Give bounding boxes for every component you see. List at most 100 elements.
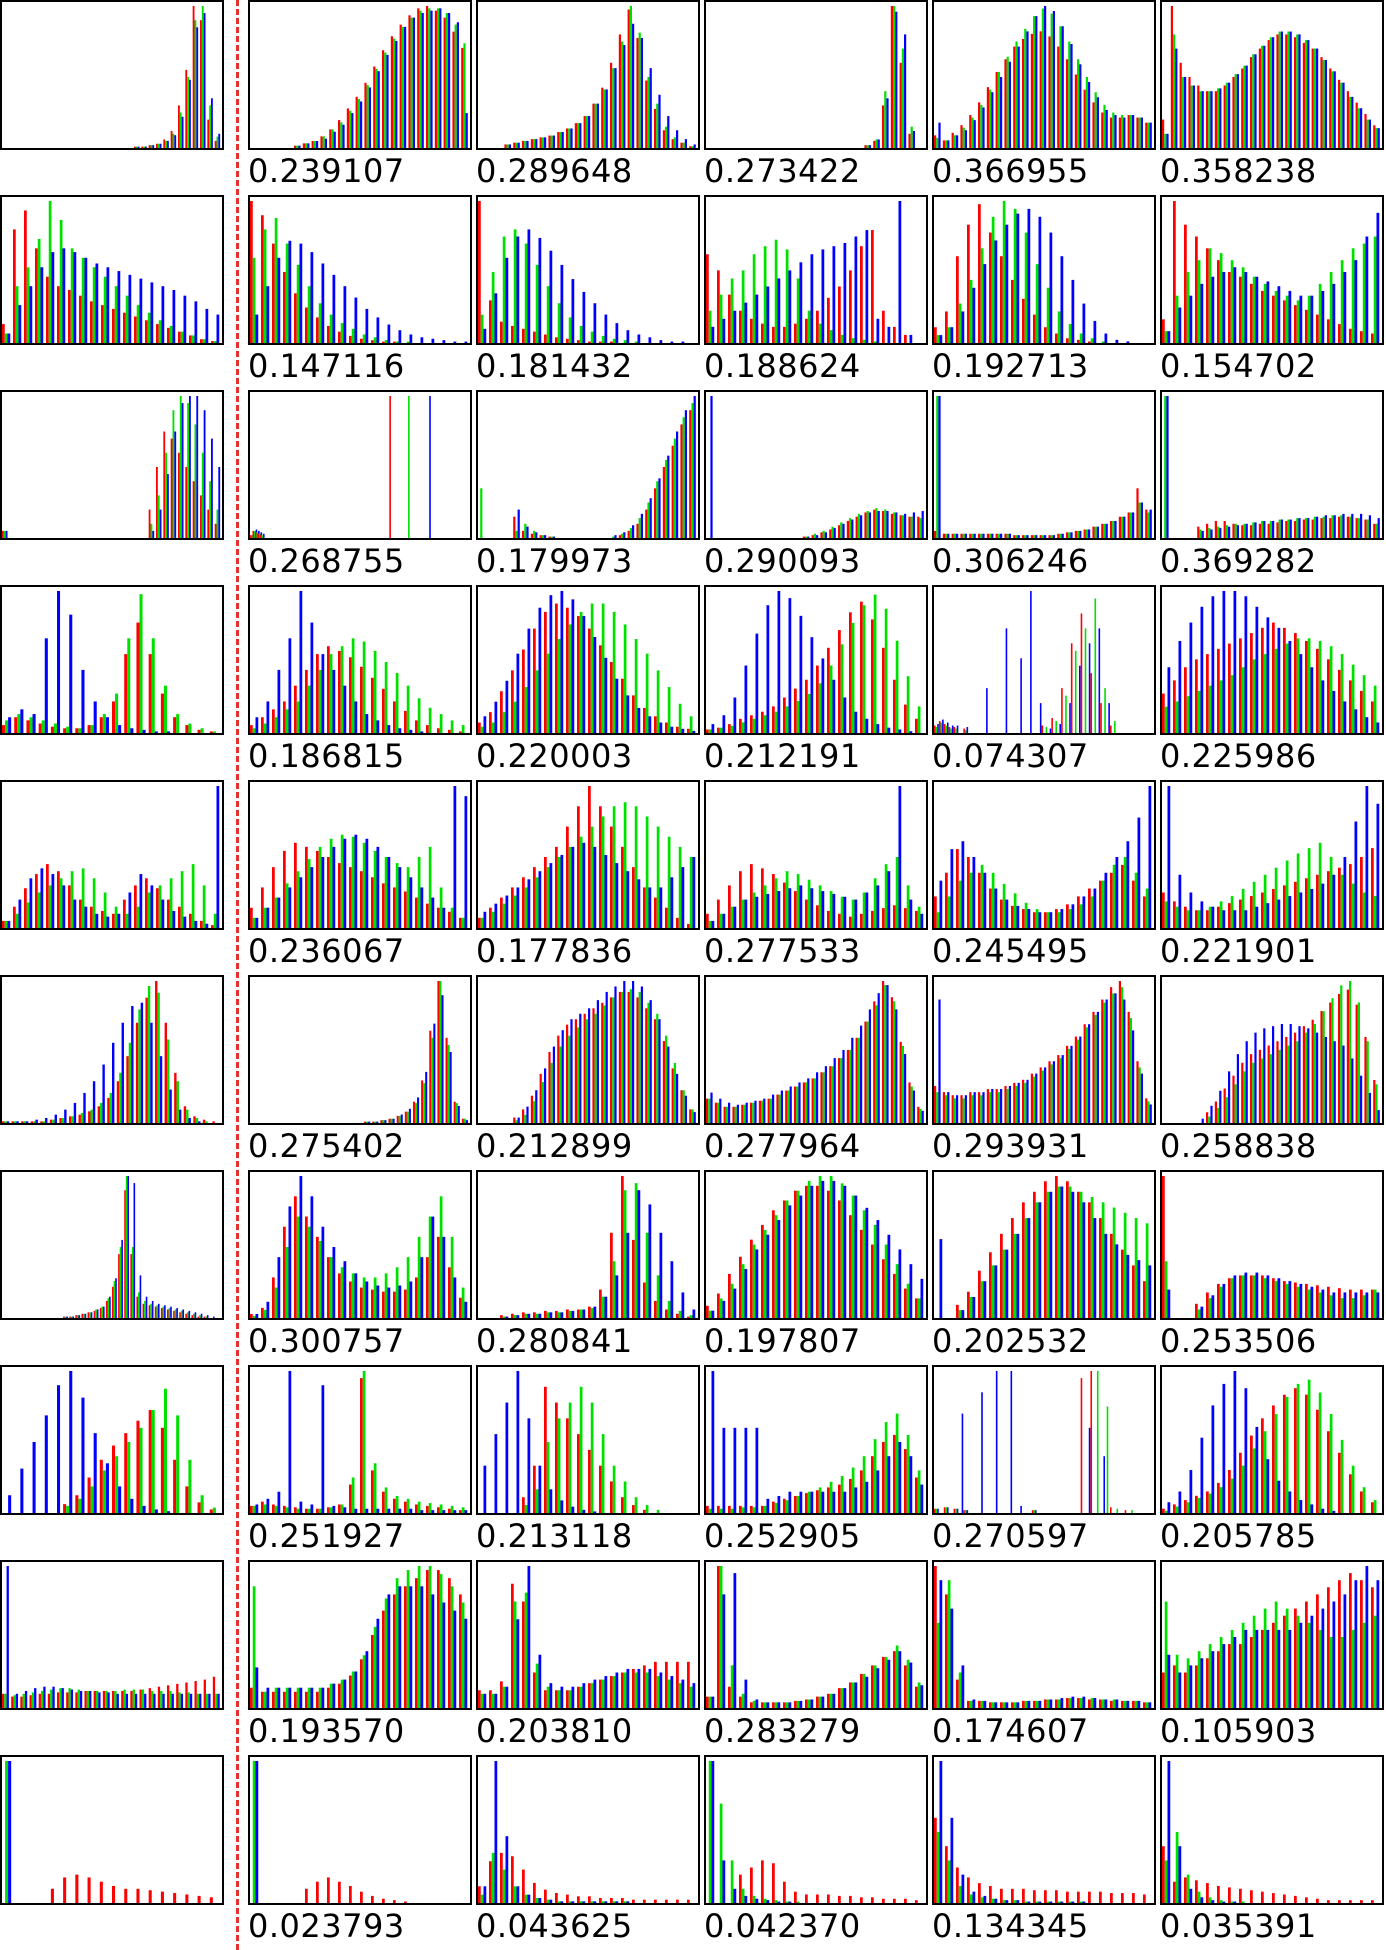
green-bar: [1013, 1900, 1017, 1903]
green-bar: [109, 1092, 112, 1123]
histogram-svg: [364, 981, 468, 1123]
green-bar: [515, 1120, 518, 1123]
green-bar: [1079, 333, 1083, 343]
green-bar: [991, 216, 995, 343]
red-bar: [461, 1118, 464, 1123]
blue-bar: [1298, 1026, 1301, 1123]
green-bar: [568, 1402, 572, 1513]
red-bar: [610, 662, 613, 733]
red-bar: [555, 846, 558, 928]
green-bar: [13, 1695, 16, 1708]
green-bar: [1318, 1629, 1322, 1708]
red-bar: [816, 905, 819, 928]
blue-bar: [972, 1891, 976, 1903]
green-bar: [862, 339, 866, 343]
blue-bar: [398, 867, 402, 928]
blue-bar: [64, 1109, 67, 1123]
green-bar: [165, 140, 167, 148]
red-bar: [1162, 319, 1165, 343]
blue-bar: [24, 1690, 28, 1708]
blue-bar: [821, 249, 825, 343]
red-bar: [1088, 341, 1091, 343]
red-bar: [49, 1119, 53, 1123]
green-bar: [774, 878, 778, 928]
red-bar: [257, 533, 259, 538]
green-bar: [840, 1058, 843, 1123]
blue-bar: [343, 838, 347, 928]
green-bar: [550, 536, 553, 538]
blue-bar: [937, 724, 939, 733]
green-bar: [1230, 1901, 1234, 1903]
green-bar: [730, 1283, 734, 1318]
red-bar: [967, 1291, 970, 1318]
green-bar: [1241, 888, 1245, 928]
red-bar: [544, 611, 547, 733]
blue-bar: [1115, 1244, 1119, 1318]
green-bar: [1145, 1223, 1149, 1318]
green-bar: [851, 1195, 855, 1318]
green-bar: [1296, 638, 1300, 733]
blue-bar: [154, 1509, 158, 1513]
red-bar: [250, 725, 253, 733]
green-bar: [1015, 535, 1018, 538]
green-bar: [980, 1095, 983, 1123]
blue-bar: [549, 595, 553, 733]
blue-bar: [538, 871, 542, 928]
red-bar: [141, 146, 144, 148]
blue-bar: [1070, 44, 1073, 148]
blue-bar: [1244, 1629, 1248, 1708]
blue-bar: [909, 899, 913, 928]
blue-bar: [1104, 333, 1108, 343]
green-bar: [1252, 659, 1256, 733]
blue-bar: [321, 1385, 325, 1513]
green-bar: [623, 802, 627, 928]
blue-bar: [626, 871, 630, 928]
blue-bar: [139, 1275, 142, 1318]
green-bar: [822, 1072, 825, 1123]
red-bar: [636, 997, 639, 1123]
green-bar: [1296, 1615, 1300, 1708]
green-bar: [1252, 1062, 1255, 1123]
green-bar: [1219, 1487, 1223, 1513]
red-bar: [1080, 1378, 1083, 1513]
blue-bar: [670, 1676, 674, 1708]
blue-bar: [208, 1693, 211, 1708]
red-bar: [846, 520, 849, 538]
green-bar: [201, 6, 204, 148]
green-bar: [1006, 1089, 1009, 1123]
green-bar: [621, 533, 624, 538]
red-bar: [890, 997, 893, 1123]
blue-bar: [895, 11, 898, 148]
blue-bar: [398, 1586, 402, 1708]
green-bar: [774, 239, 778, 343]
red-bar: [706, 1505, 709, 1513]
red-bar: [382, 883, 385, 928]
red-bar: [1329, 518, 1332, 538]
blue-bar: [719, 1098, 722, 1123]
red-bar: [1261, 627, 1264, 733]
red-bar: [1066, 904, 1069, 928]
green-bar: [805, 1082, 808, 1123]
red-bar: [478, 1886, 481, 1903]
blue-bar: [886, 511, 889, 538]
red-bar: [148, 145, 151, 148]
green-bar: [884, 91, 887, 148]
red-bar: [272, 1504, 275, 1513]
similarity-score: 0.358238: [1160, 152, 1317, 190]
green-bar: [115, 693, 119, 733]
blue-bar: [912, 1090, 915, 1123]
green-bar: [936, 396, 939, 538]
green-bar: [90, 725, 94, 733]
blue-bar: [956, 1508, 959, 1513]
red-bar: [969, 1092, 972, 1123]
green-bar: [1024, 1082, 1027, 1123]
green-bar: [1197, 690, 1201, 733]
blue-bar: [807, 536, 810, 538]
green-bar: [252, 728, 256, 733]
blue-bar: [1115, 857, 1119, 928]
red-bar: [1048, 36, 1051, 148]
green-bar: [1351, 664, 1355, 733]
blue-bar: [711, 1761, 715, 1903]
red-bar: [174, 1072, 177, 1123]
blue-bar: [93, 1433, 97, 1513]
